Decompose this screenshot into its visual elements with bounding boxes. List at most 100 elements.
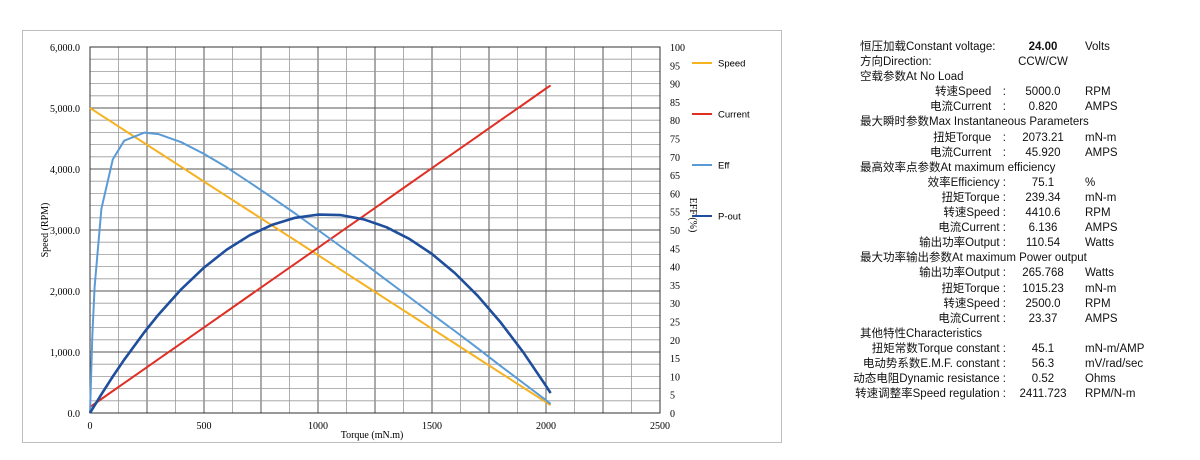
spec-value: 2500.0 (1025, 297, 1061, 310)
spec-value: 45.920 (1025, 146, 1061, 159)
legend-label-p-out: P-out (718, 212, 741, 223)
spec-row: 最大功率输出参数At maximum Power output (858, 251, 1188, 266)
series-line-speed (89, 107, 552, 407)
y2-tick-label: 95 (670, 61, 680, 72)
spec-value: 24.00 (1028, 41, 1058, 53)
y2-tick-label: 90 (670, 80, 680, 91)
spec-unit: RPM/N-m (1085, 388, 1136, 401)
spec-row: 转速Speed : 2500.0 RPM (858, 297, 1188, 312)
spec-row: 空载参数At No Load (858, 70, 1188, 85)
spec-label: 转速Speed : (943, 207, 1006, 220)
spec-unit: mN-m (1085, 282, 1117, 295)
spec-section-title: 最大瞬时参数Max Instantaneous Parameters (860, 116, 1089, 129)
spec-row: 转速Speed : 4410.6 RPM (858, 206, 1188, 221)
spec-value: 75.1 (1031, 176, 1055, 189)
spec-section-title: 空载参数At No Load (860, 71, 964, 84)
spec-label: 转速Speed : (943, 297, 1006, 310)
spec-row: 电流Current : 23.37 AMPS (858, 312, 1188, 327)
spec-unit: AMPS (1085, 312, 1118, 325)
spec-value: 110.54 (1025, 237, 1061, 250)
spec-unit: mV/rad/sec (1085, 357, 1144, 370)
y-tick-label: 0.0 (68, 409, 81, 420)
spec-label: 扭矩Torque : (933, 131, 1006, 144)
spec-label: 转速Speed : (935, 86, 1006, 99)
y2-tick-label: 85 (670, 98, 680, 109)
spec-row: 转速Speed : 5000.0 RPM (858, 85, 1188, 100)
y2-tick-label: 25 (670, 318, 680, 329)
spec-value: 265.768 (1022, 267, 1064, 280)
legend-label-current: Current (718, 110, 750, 121)
spec-unit: RPM (1085, 207, 1111, 220)
plot-area-border (89, 46, 661, 414)
y-tick-label: 3,000.0 (50, 226, 80, 237)
spec-label: 扭矩常数Torque constant : (871, 342, 1006, 355)
y2-tick-label: 75 (670, 135, 680, 146)
spec-row: 效率Efficiency : 75.1% (858, 176, 1188, 191)
spec-row: 扭矩常数Torque constant : 45.1 mN-m/AMP (858, 342, 1188, 357)
spec-row: 电流Current : 0.820 AMPS (858, 100, 1188, 115)
y2-tick-label: 60 (670, 189, 680, 200)
spec-row: 最高效率点参数At maximum efficiency (858, 161, 1188, 176)
spec-section-title: 其他特性Characteristics (860, 327, 983, 340)
spec-row: 电流Current : 45.920 AMPS (858, 146, 1188, 161)
y2-tick-label: 45 (670, 244, 680, 255)
spec-unit: RPM (1085, 86, 1111, 99)
y2-tick-label: 0 (670, 409, 675, 420)
legend-label-speed: Speed (718, 59, 745, 70)
y2-tick-label: 70 (670, 153, 680, 164)
chart-frame (22, 30, 782, 443)
spec-unit: mN-m (1085, 191, 1117, 204)
series-line-current (89, 84, 552, 408)
spec-label: 输出功率Output : (919, 267, 1006, 280)
y-tick-label: 4,000.0 (50, 165, 80, 176)
spec-unit: % (1085, 176, 1096, 189)
x-tick-label: 1000 (308, 421, 328, 432)
y2-tick-label: 50 (670, 226, 680, 237)
spec-row: 电流Current : 6.136 AMPS (858, 221, 1188, 236)
spec-row: 方向Direction: CCW/CW (858, 55, 1188, 70)
spec-unit: mN-m (1085, 131, 1117, 144)
spec-value: 6.136 (1028, 222, 1058, 235)
spec-row: 扭矩Torque : 1015.23 mN-m (858, 282, 1188, 297)
spec-row: 最大瞬时参数Max Instantaneous Parameters (858, 115, 1188, 130)
y-axis-title: Speed (RPM) (40, 203, 51, 258)
y2-tick-label: 20 (670, 336, 680, 347)
spec-unit: Watts (1085, 237, 1114, 250)
spec-unit: Watts (1085, 267, 1114, 280)
spec-unit: AMPS (1085, 222, 1118, 235)
spec-value: 0.820 (1028, 101, 1058, 114)
spec-unit: Ohms (1085, 373, 1116, 386)
x-tick-label: 1500 (422, 421, 442, 432)
spec-value: 45.1 (1031, 342, 1055, 355)
spec-label: 电流Current : (938, 222, 1006, 235)
spec-table: 恒压加载Constant voltage: 24.00 Volts 方向Directi… (853, 40, 1188, 402)
x-tick-label: 2500 (650, 421, 670, 432)
spec-label: 电流Current : (929, 101, 1006, 114)
spec-row: 输出功率Output : 110.54 Watts (858, 236, 1188, 251)
spec-row: 转速调整率Speed regulation : 2411.723 RPM/N-m (855, 387, 1188, 402)
spec-value: 4410.6 (1025, 207, 1061, 220)
spec-label: 恒压加载Constant voltage: (860, 41, 996, 53)
spec-label: 电流Current : (938, 312, 1006, 325)
spec-unit: Volts (1085, 41, 1110, 53)
spec-label: 电流Current : (929, 146, 1006, 159)
spec-section-title: 最大功率输出参数At maximum Power output (860, 252, 1087, 265)
x-tick-label: 500 (197, 421, 212, 432)
y-tick-label: 2,000.0 (50, 287, 80, 298)
y-tick-label: 6,000.0 (50, 43, 80, 54)
y2-tick-label: 5 (670, 391, 675, 402)
spec-value: 2073.21 (1022, 131, 1064, 144)
spec-row: 动态电阻Dynamic resistance : 0.52 Ohms (853, 372, 1188, 387)
spec-row: 输出功率Output : 265.768 Watts (858, 266, 1188, 281)
spec-unit: RPM (1085, 297, 1111, 310)
motor-performance-chart: 0 500 1000 1500 2000 25000.01,000.02,000.03,0… (40, 43, 750, 441)
y2-tick-label: 55 (670, 208, 680, 219)
x-tick-label: 0 (88, 421, 93, 432)
spec-label: 动态电阻Dynamic resistance : (853, 373, 1006, 386)
y2-tick-label: 35 (670, 281, 680, 292)
spec-value: 0.52 (1031, 373, 1055, 386)
spec-label: 电动势系数E.M.F. constant : (862, 357, 1006, 370)
spec-label: 扭矩Torque : (941, 191, 1006, 204)
spec-label: 转速调整率Speed regulation : (855, 388, 1006, 401)
spec-value: 56.3 (1031, 357, 1055, 370)
